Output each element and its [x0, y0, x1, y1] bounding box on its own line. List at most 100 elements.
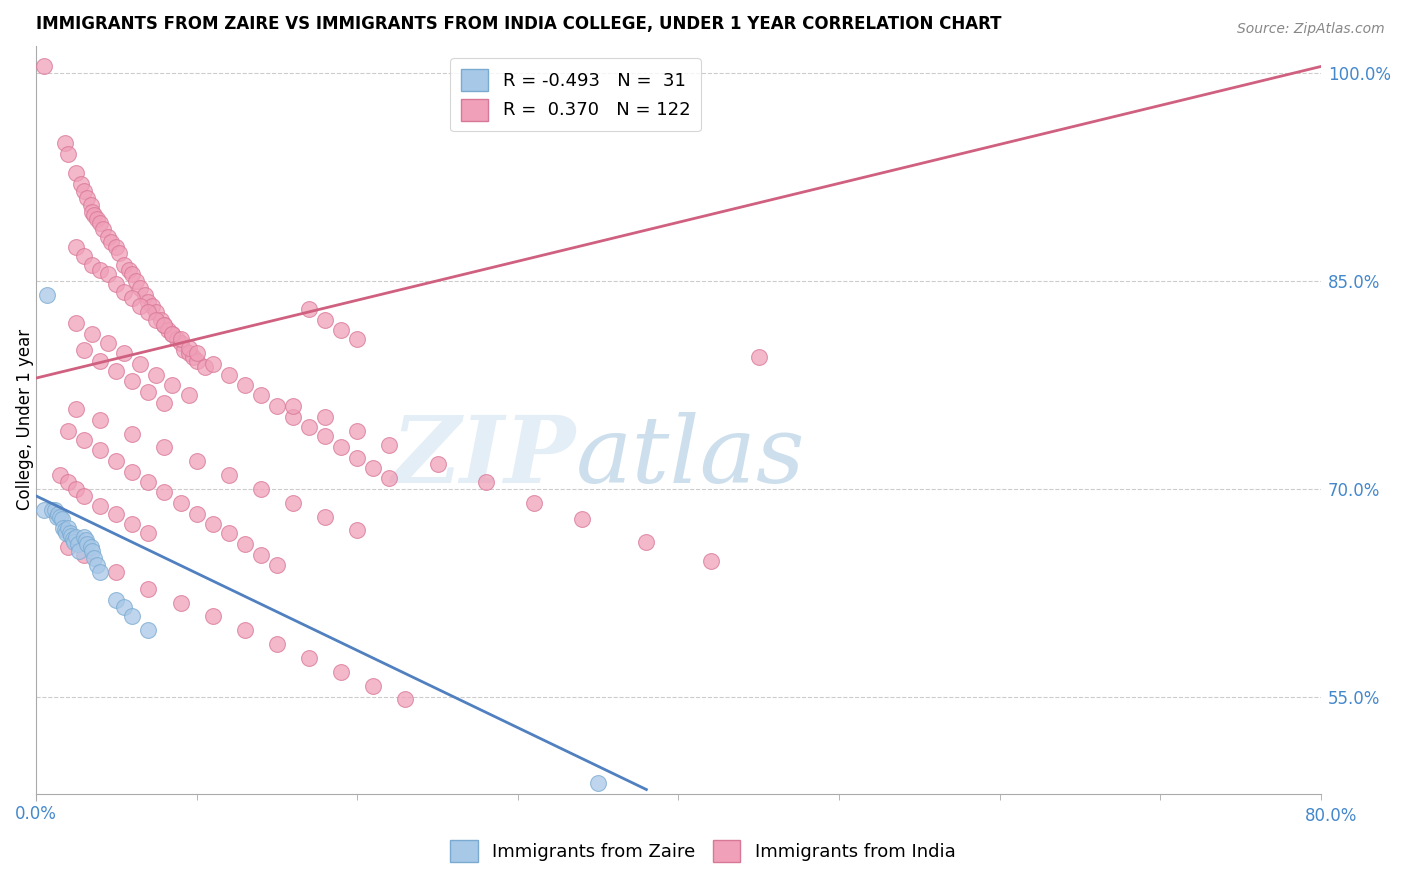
Point [121, 426, 143, 441]
Point [121, 267, 143, 281]
Point [82, 544, 104, 558]
Point [70, 177, 93, 191]
Legend: R = -0.493   N =  31, R =  0.370   N = 122: R = -0.493 N = 31, R = 0.370 N = 122 [450, 59, 702, 131]
Point [66, 537, 89, 551]
Point [177, 341, 200, 355]
Point [82, 326, 104, 341]
Point [83, 551, 105, 566]
Point [361, 679, 384, 693]
Point [79, 198, 101, 212]
Point [394, 692, 416, 706]
Point [281, 399, 304, 413]
Point [153, 318, 176, 333]
Point [53, 524, 76, 538]
Point [56, 521, 79, 535]
Point [186, 346, 208, 360]
Point [32, 59, 55, 73]
Point [162, 326, 184, 341]
Text: 80.0%: 80.0% [1305, 807, 1357, 825]
Point [138, 294, 160, 309]
Point [112, 258, 135, 272]
Point [134, 288, 156, 302]
Point [330, 441, 353, 455]
Point [330, 323, 353, 337]
Point [571, 512, 593, 526]
Text: atlas: atlas [575, 412, 806, 502]
Point [60, 529, 83, 543]
Text: IMMIGRANTS FROM ZAIRE VS IMMIGRANTS FROM INDIA COLLEGE, UNDER 1 YEAR CORRELATION: IMMIGRANTS FROM ZAIRE VS IMMIGRANTS FROM… [37, 15, 1001, 33]
Point [218, 368, 240, 383]
Point [55, 526, 77, 541]
Point [112, 346, 135, 360]
Point [105, 239, 128, 253]
Point [233, 537, 256, 551]
Point [121, 609, 143, 624]
Point [138, 384, 160, 399]
Point [201, 516, 224, 531]
Point [65, 401, 87, 416]
Point [65, 239, 87, 253]
Point [51, 512, 73, 526]
Point [141, 299, 163, 313]
Point [32, 502, 55, 516]
Point [112, 599, 135, 614]
Point [56, 475, 79, 489]
Point [138, 582, 160, 596]
Point [186, 507, 208, 521]
Point [378, 471, 401, 485]
Point [73, 489, 96, 503]
Point [138, 624, 160, 638]
Point [37, 288, 59, 302]
Point [105, 277, 128, 291]
Point [426, 457, 449, 471]
Point [636, 534, 658, 549]
Point [105, 507, 128, 521]
Point [56, 424, 79, 438]
Point [89, 565, 111, 579]
Point [65, 166, 87, 180]
Point [346, 424, 368, 438]
Point [44, 502, 66, 516]
Point [82, 258, 104, 272]
Point [250, 482, 273, 496]
Point [162, 326, 184, 341]
Point [330, 665, 353, 679]
Point [266, 399, 288, 413]
Legend: Immigrants from Zaire, Immigrants from India: Immigrants from Zaire, Immigrants from I… [443, 833, 963, 870]
Point [76, 191, 98, 205]
Point [89, 354, 111, 368]
Point [49, 509, 72, 524]
Point [86, 211, 108, 226]
Point [73, 343, 96, 358]
Point [298, 301, 321, 316]
Point [73, 249, 96, 263]
Point [194, 359, 217, 374]
Point [89, 263, 111, 277]
Point [250, 549, 273, 563]
Point [124, 274, 146, 288]
Point [105, 364, 128, 378]
Point [145, 313, 167, 327]
Point [49, 468, 72, 483]
Point [79, 540, 101, 554]
Point [266, 558, 288, 573]
Point [129, 299, 152, 313]
Point [53, 136, 76, 150]
Point [218, 468, 240, 483]
Point [121, 291, 143, 305]
Point [65, 316, 87, 330]
Y-axis label: College, Under 1 year: College, Under 1 year [15, 329, 34, 510]
Text: ZIP: ZIP [391, 412, 575, 502]
Point [201, 609, 224, 624]
Point [266, 637, 288, 651]
Point [298, 419, 321, 434]
Point [183, 351, 205, 365]
Point [138, 526, 160, 541]
Point [59, 526, 82, 541]
Point [121, 465, 143, 479]
Point [233, 378, 256, 392]
Point [82, 205, 104, 219]
Point [153, 484, 176, 499]
Point [76, 537, 98, 551]
Point [162, 378, 184, 392]
